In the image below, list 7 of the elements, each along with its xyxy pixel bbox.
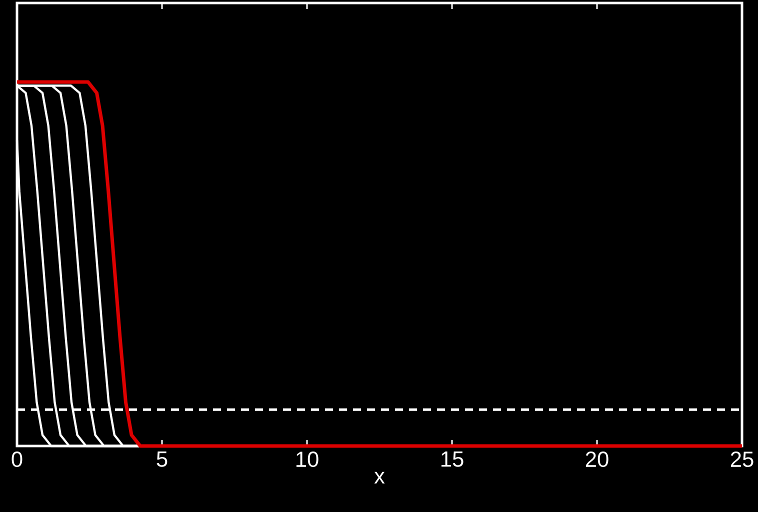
x-tick-label: 20 (586, 452, 608, 468)
x-tick-label: 0 (12, 452, 22, 468)
x-axis-title: x (374, 472, 385, 484)
x-tick-label: 25 (730, 452, 754, 468)
x-tick-label: 5 (156, 452, 168, 467)
x-tick-label: 15 (441, 452, 464, 467)
x-tick-label: 10 (296, 452, 318, 468)
